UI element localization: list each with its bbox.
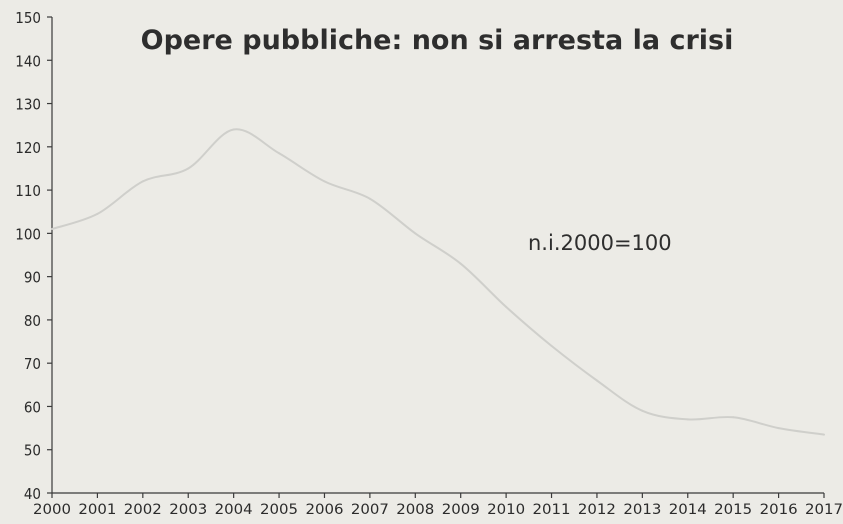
data-point: [686, 418, 689, 421]
series-layer: [51, 128, 825, 436]
data-point: [368, 197, 371, 200]
y-tick-label: 110: [15, 182, 41, 200]
x-tick-label: 2002: [124, 502, 162, 518]
data-point: [595, 379, 598, 382]
y-tick-label: 90: [24, 269, 41, 287]
chart-title: Opere pubbliche: non si arresta la crisi: [141, 25, 734, 56]
data-point: [51, 228, 53, 230]
y-tick-label: 150: [15, 9, 41, 27]
y-tick-label: 130: [15, 96, 41, 114]
y-tick-label: 70: [24, 355, 41, 373]
data-point: [232, 128, 235, 131]
x-tick-label: 2012: [578, 502, 616, 518]
x-tick-label: 2003: [169, 502, 207, 518]
x-tick-label: 2016: [760, 502, 798, 518]
x-tick-label: 2007: [351, 502, 389, 518]
data-point: [187, 167, 190, 170]
y-tick-label: 100: [15, 225, 41, 243]
x-tick-label: 2001: [78, 502, 116, 518]
data-point: [641, 409, 644, 412]
x-tick-label: 2017: [805, 502, 843, 518]
data-point: [732, 416, 735, 419]
data-point: [278, 152, 281, 155]
x-tick-label: 2011: [533, 502, 571, 518]
data-point: [96, 212, 99, 215]
data-point: [414, 232, 417, 235]
data-point: [141, 180, 144, 183]
x-tick-label: 2009: [442, 502, 480, 518]
data-point: [823, 433, 825, 436]
axes: 40 50 60 70 80 90 100 110 120 130 140 150 2000 2001 20…: [15, 9, 843, 518]
x-tick-label: 2015: [714, 502, 752, 518]
x-tick-label: 2000: [33, 502, 71, 518]
x-tick-label: 2014: [669, 502, 707, 518]
series-line: [51, 128, 825, 436]
y-tick-label: 60: [24, 398, 41, 416]
data-point: [777, 427, 780, 430]
y-tick-label: 80: [24, 312, 41, 330]
data-point: [550, 344, 553, 347]
index-annotation: n.i.2000=100: [528, 231, 672, 255]
data-point: [459, 262, 462, 265]
x-tick-label: 2005: [260, 502, 298, 518]
x-tick-label: 2013: [623, 502, 661, 518]
x-tick-label: 2006: [305, 502, 343, 518]
y-tick-label: 120: [15, 139, 41, 157]
x-tick-label: 2008: [396, 502, 434, 518]
data-point: [505, 305, 508, 308]
y-tick-label: 50: [24, 442, 41, 460]
y-tick-label: 40: [24, 485, 41, 503]
y-tick-label: 140: [15, 52, 41, 70]
x-tick-label: 2010: [487, 502, 525, 518]
data-point: [323, 180, 326, 183]
x-tick-label: 2004: [215, 502, 253, 518]
